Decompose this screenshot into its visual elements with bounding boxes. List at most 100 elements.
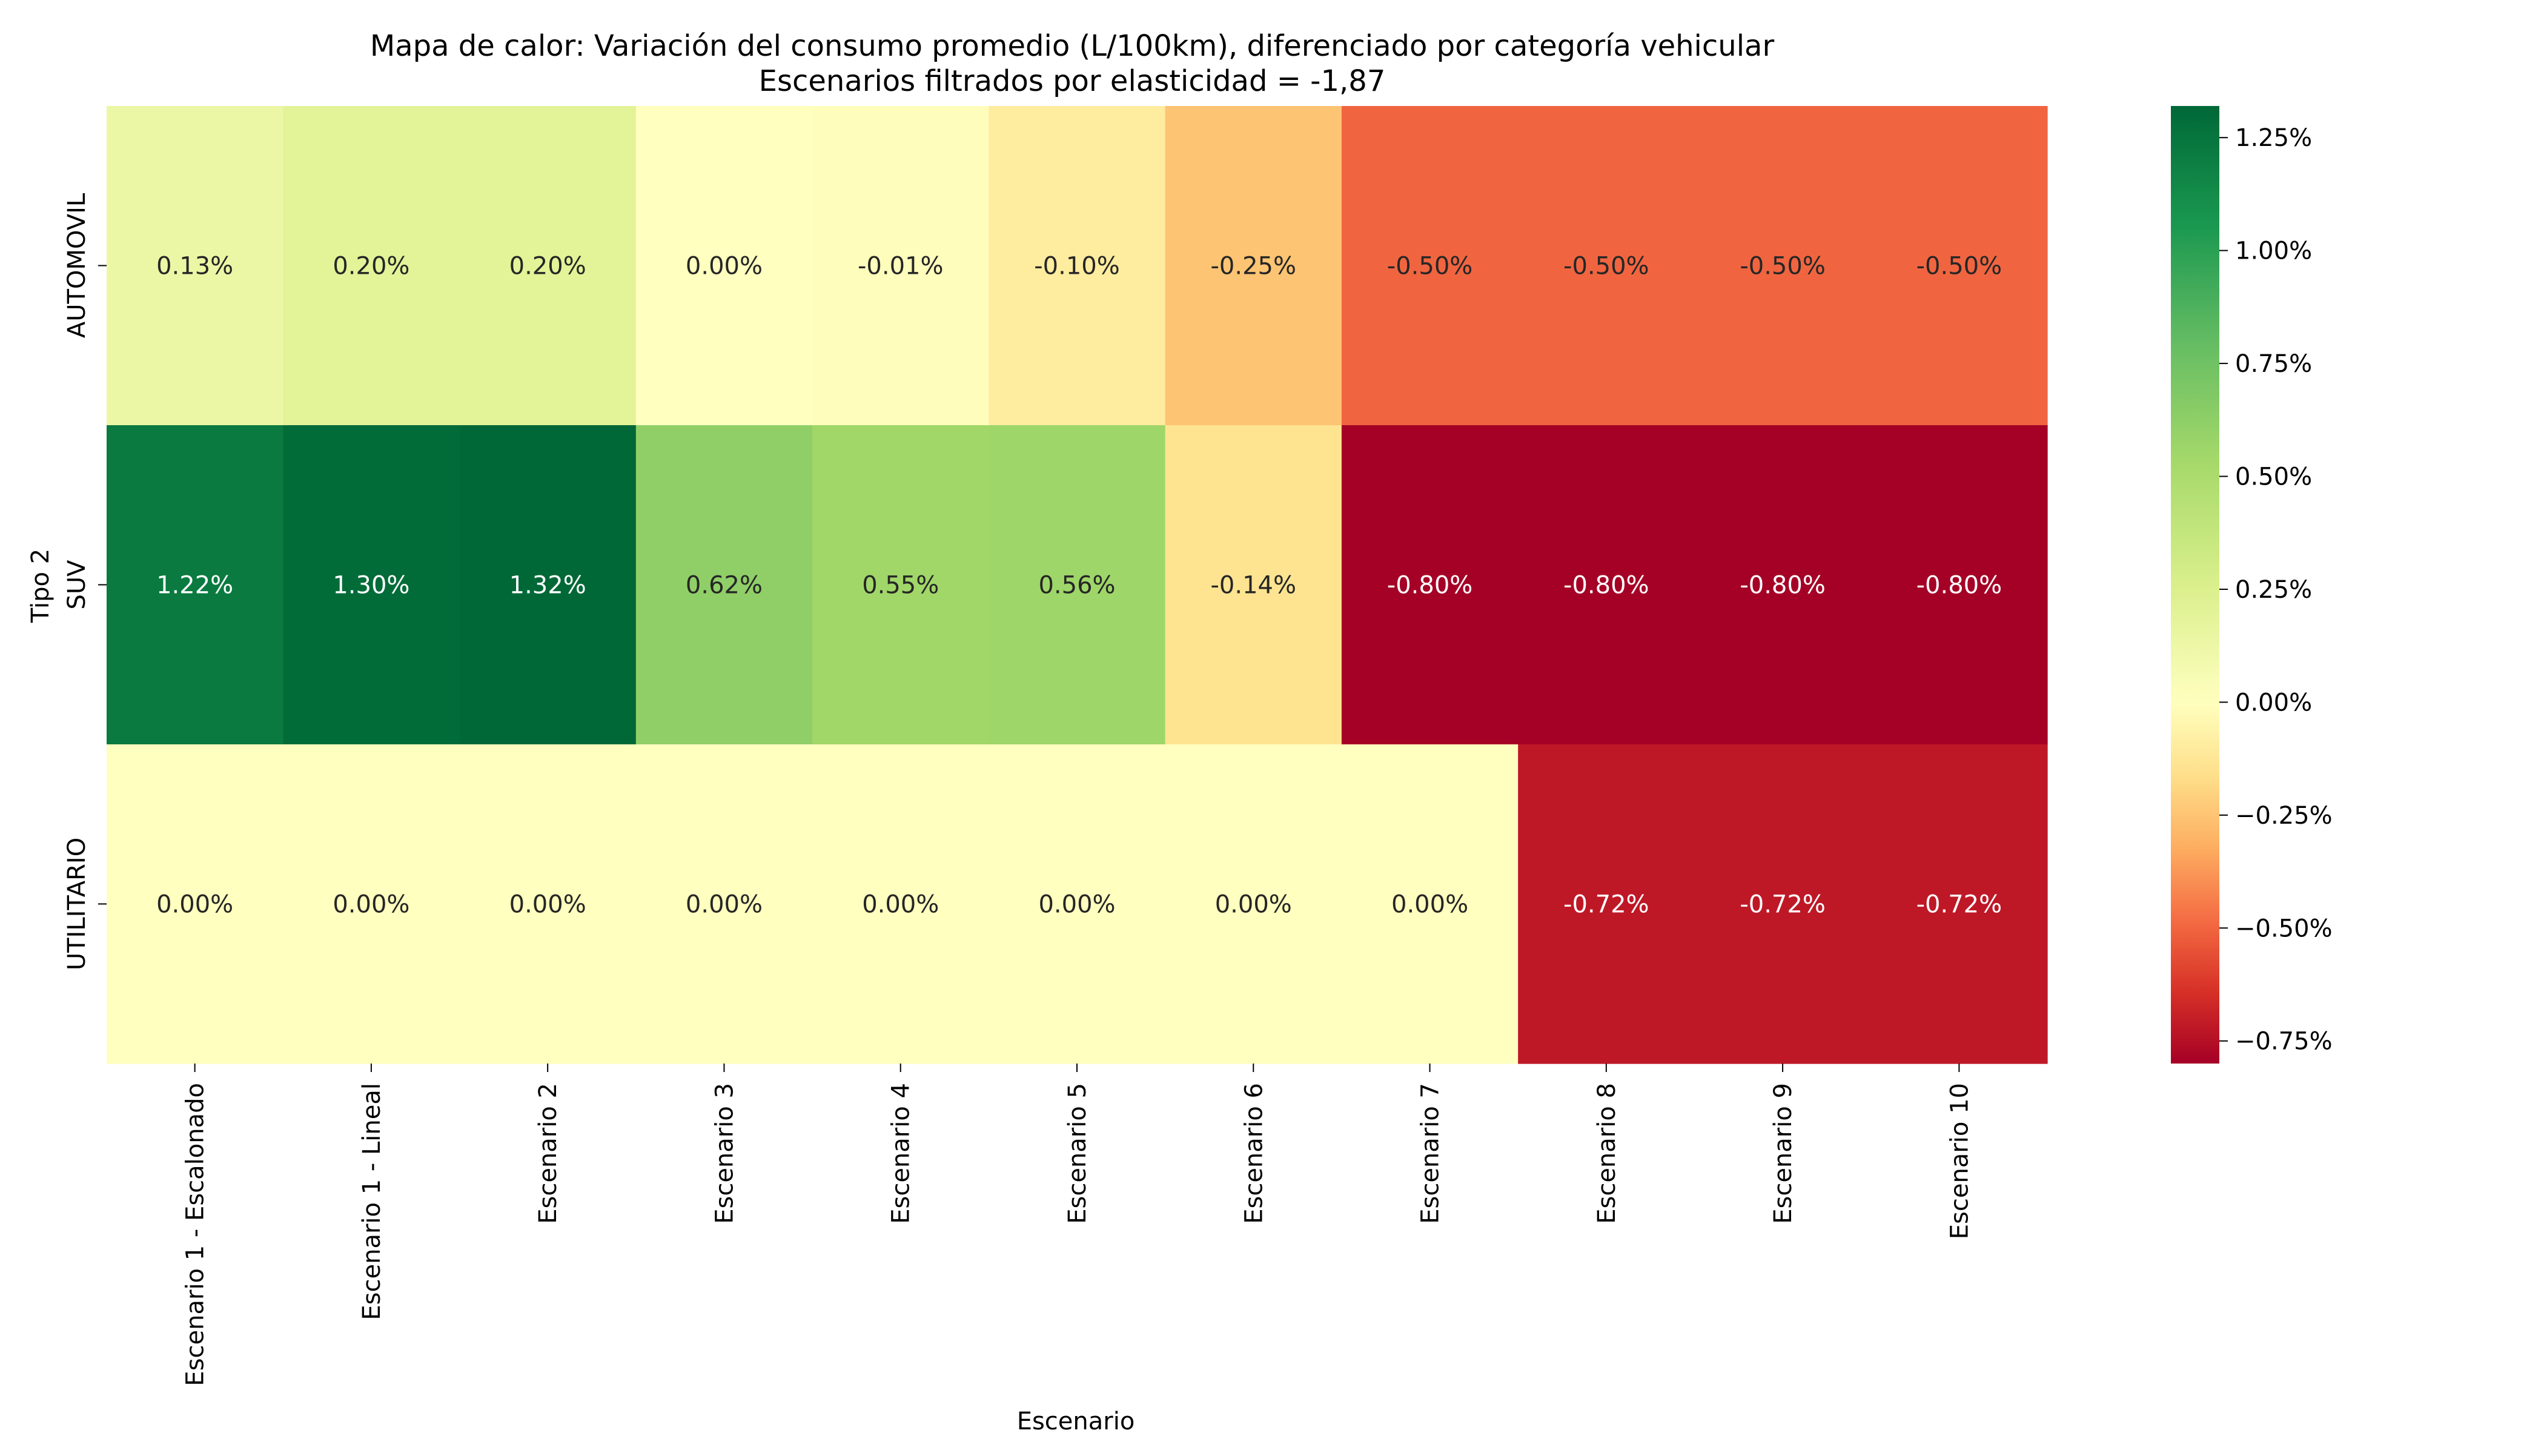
heatmap-cell (635, 106, 813, 426)
x-axis: Escenario 1 - Escalonado Escenario 1 - Li… (182, 1064, 1973, 1386)
heatmap-cell (107, 744, 283, 1064)
cell-value-label: 0.00% (862, 891, 939, 919)
heatmap-cell (812, 425, 989, 745)
colorbar-tick-label: −0.50% (2235, 915, 2333, 942)
cell-value-label: 0.55% (862, 572, 939, 600)
x-tick-label: Escenario 8 (1593, 1083, 1621, 1224)
cell-value-label: -0.50% (1387, 253, 1473, 280)
heatmap-cell (459, 425, 637, 745)
heatmap-cell (283, 106, 460, 426)
y-tick-label: SUV (63, 560, 91, 610)
colorbar-tick-label: 0.75% (2235, 350, 2312, 378)
chart-title: Mapa de calor: Variación del consumo pro… (370, 29, 1775, 63)
heatmap-cell (283, 425, 460, 745)
cell-value-label: -0.25% (1211, 253, 1297, 280)
cell-value-label: 0.20% (333, 253, 409, 280)
heatmap-cell (989, 425, 1166, 745)
colorbar-tick-label: 0.00% (2235, 689, 2312, 716)
cell-value-label: -0.72% (1563, 891, 1649, 919)
cell-value-label: 1.32% (509, 572, 586, 600)
heatmap-cell (1518, 744, 1695, 1064)
cell-value-label: 0.20% (509, 253, 586, 280)
colorbar-tick-label: −0.75% (2235, 1028, 2333, 1056)
heatmap-cell (1870, 106, 2048, 426)
cell-value-label: -0.50% (1740, 253, 1826, 280)
cell-value-label: -0.72% (1740, 891, 1826, 919)
heatmap-cell (1341, 744, 1519, 1064)
cell-value-label: 1.30% (333, 572, 409, 600)
cell-value-label: 0.00% (1391, 891, 1468, 919)
x-tick-label: Escenario 1 - Lineal (358, 1083, 386, 1320)
cell-value-label: -0.80% (1387, 572, 1473, 600)
heatmap-cell (1165, 106, 1342, 426)
heatmap-cell (635, 744, 813, 1064)
cell-value-label: -0.14% (1211, 572, 1297, 600)
heatmap-cell (989, 106, 1166, 426)
x-tick-label: Escenario 5 (1064, 1083, 1091, 1224)
heatmap-cell (1165, 744, 1342, 1064)
cell-value-label: 0.00% (1038, 891, 1115, 919)
colorbar-tick-label: 1.25% (2235, 124, 2312, 152)
x-tick-label: Escenario 10 (1946, 1083, 1973, 1239)
y-tick-label: AUTOMOVIL (63, 193, 91, 338)
heatmap-cell (1165, 425, 1342, 745)
cell-value-label: -0.80% (1916, 572, 2002, 600)
x-tick-label: Escenario 6 (1240, 1083, 1268, 1224)
heatmap-cell (107, 106, 283, 426)
heatmap-cell (812, 744, 989, 1064)
heatmap-cell (1518, 106, 1695, 426)
colorbar-gradient (2171, 106, 2219, 1064)
y-tick-label: UTILITARIO (63, 838, 91, 970)
cell-value-label: -0.80% (1563, 572, 1649, 600)
colorbar-tick-label: 0.25% (2235, 576, 2312, 604)
x-axis-label: Escenario (1017, 1408, 1135, 1435)
cell-value-label: 0.00% (1215, 891, 1292, 919)
heatmap-cell (459, 744, 637, 1064)
heatmap-cell (1341, 106, 1519, 426)
x-tick-label: Escenario 1 - Escalonado (182, 1083, 210, 1386)
heatmap-cells: 0.13% 0.20% 0.20% 0.00% -0.01% -0.10% -0.25% -0… (107, 106, 2048, 1064)
heatmap-cell (1341, 425, 1519, 745)
colorbar-tick-label: 1.00% (2235, 237, 2312, 265)
heatmap-cell (812, 106, 989, 426)
cell-value-label: 0.00% (686, 253, 763, 280)
cell-value-label: 0.56% (1038, 572, 1115, 600)
cell-value-label: 0.13% (156, 253, 233, 280)
x-tick-label: Escenario 4 (887, 1083, 915, 1224)
y-axis: AUTOMOVIL SUV UTILITARIO (63, 193, 107, 970)
heatmap-cell (1870, 744, 2048, 1064)
heatmap-cell (1870, 425, 2048, 745)
cell-value-label: 0.00% (509, 891, 586, 919)
heatmap-cell (1694, 744, 1872, 1064)
chart-subtitle: Escenarios filtrados por elasticidad = -… (759, 64, 1386, 98)
x-tick-label: Escenario 2 (534, 1083, 562, 1224)
cell-value-label: 0.00% (156, 891, 233, 919)
cell-value-label: 0.00% (686, 891, 763, 919)
heatmap-cell (1694, 106, 1872, 426)
y-axis-label: Tipo 2 (27, 549, 55, 623)
heatmap-cell (989, 744, 1166, 1064)
cell-value-label: 0.00% (333, 891, 409, 919)
x-tick-label: Escenario 3 (711, 1083, 738, 1224)
heatmap-cell (635, 425, 813, 745)
cell-value-label: -0.10% (1034, 253, 1120, 280)
heatmap-cell (283, 744, 460, 1064)
cell-value-label: -0.50% (1563, 253, 1649, 280)
colorbar-tick-label: −0.25% (2235, 802, 2333, 830)
colorbar-tick-label: 0.50% (2235, 463, 2312, 491)
heatmap-cell (1518, 425, 1695, 745)
heatmap-cell (459, 106, 637, 426)
cell-value-label: -0.50% (1916, 253, 2002, 280)
x-tick-label: Escenario 9 (1769, 1083, 1797, 1224)
cell-value-label: -0.80% (1740, 572, 1826, 600)
cell-value-label: -0.01% (858, 253, 944, 280)
colorbar: 1.25% 1.00% 0.75% 0.50% 0.25% 0.00% −0.25% −0.5… (2171, 106, 2333, 1064)
cell-value-label: -0.72% (1916, 891, 2002, 919)
cell-value-label: 1.22% (156, 572, 233, 600)
heatmap-cell (1694, 425, 1872, 745)
x-tick-label: Escenario 7 (1417, 1083, 1445, 1224)
cell-value-label: 0.62% (686, 572, 763, 600)
heatmap-cell (107, 425, 283, 745)
